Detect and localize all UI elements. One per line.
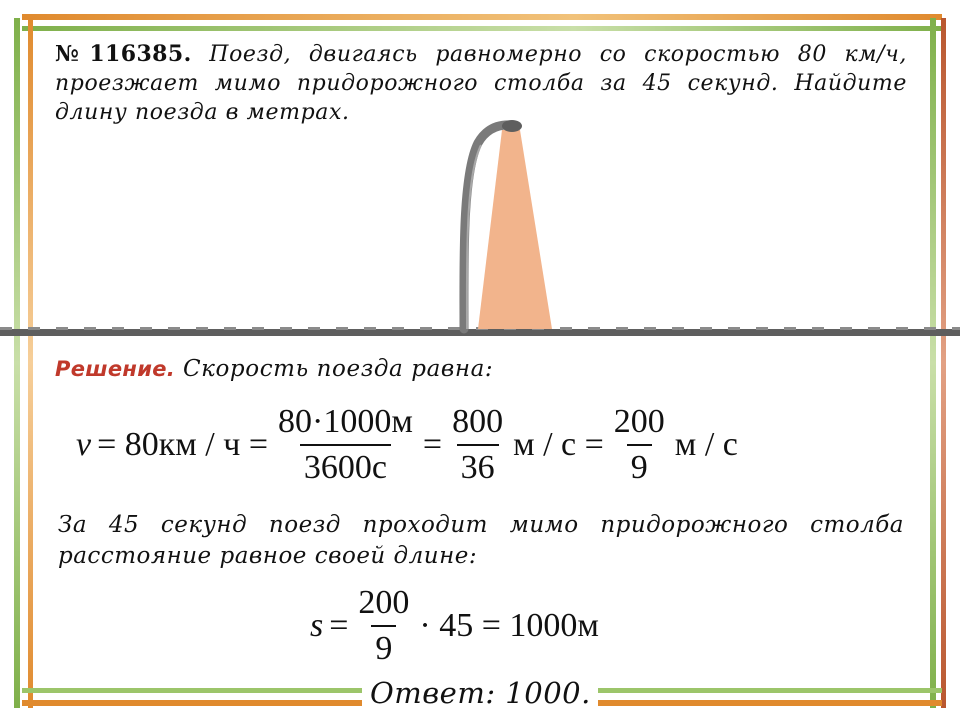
frame-right-brown [941, 18, 946, 708]
problem-text: Поезд, двигаясь равномерно со скоростью … [55, 42, 908, 125]
equals-sign: = [329, 607, 349, 644]
velocity-symbol: v [76, 426, 92, 463]
road-line [0, 329, 960, 336]
solution-heading: Решение. Скорость поезда равна: [55, 356, 493, 382]
fraction-numerator: 200 [613, 403, 665, 440]
unit-ms: м / с = [513, 426, 604, 463]
velocity-kmh: = 80км / ч = [97, 426, 269, 463]
fraction-denominator: 9 [626, 444, 652, 486]
frame-bottom-orange-right [598, 700, 942, 706]
fraction-800-36: 800 36 [448, 404, 507, 486]
fraction-numerator: 800 [452, 403, 504, 440]
frame-bottom-green-left [22, 688, 362, 693]
fraction-numerator: 200 [358, 584, 410, 621]
fraction-denominator: 9 [371, 625, 397, 667]
solution-intro: Скорость поезда равна: [182, 356, 494, 382]
lamp-light-beam [478, 130, 552, 329]
unit-ms-final: м / с [674, 426, 738, 463]
street-lamp-illustration [459, 120, 552, 334]
equals-sign: = [422, 426, 443, 463]
velocity-equation: v = 80км / ч = 80·1000м 3600с = 800 36 м… [76, 404, 738, 486]
frame-left-green [14, 18, 20, 708]
solution-label: Решение. [55, 357, 176, 381]
lamp-head [502, 120, 522, 132]
fraction-denominator: 36 [456, 444, 499, 486]
problem-number: №116385. [55, 41, 192, 67]
solution-explanation: За 45 секунд поезд проходит мимо придоро… [58, 512, 904, 569]
fraction-conversion: 80·1000м 3600с [274, 404, 417, 486]
frame-top-orange [22, 14, 942, 20]
answer-text: Ответ: 1000. [370, 676, 591, 710]
distance-symbol: s [310, 607, 324, 644]
frame-top-green [22, 26, 942, 31]
fraction-200-9: 200 9 [610, 404, 669, 486]
distance-result: · 45 = 1000м [419, 607, 599, 644]
fraction-denominator: 3600с [299, 444, 391, 486]
frame-bottom-green-right [598, 688, 942, 693]
distance-equation: s = 200 9 · 45 = 1000м [310, 585, 599, 667]
frame-left-orange [28, 18, 33, 708]
frame-right-green [930, 18, 936, 708]
problem-statement: №116385. Поезд, двигаясь равномерно со с… [55, 40, 907, 127]
fraction-numerator: 80·1000м [278, 403, 413, 440]
frame-bottom-orange-left [22, 700, 362, 706]
fraction-200-9: 200 9 [354, 585, 413, 667]
lamp-post [459, 120, 517, 334]
